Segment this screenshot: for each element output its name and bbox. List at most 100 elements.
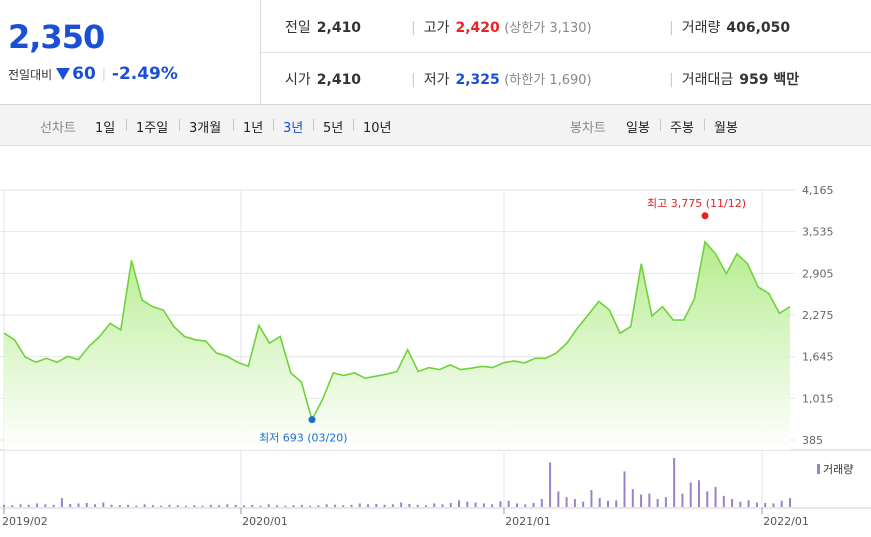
volume-bar [648,493,651,507]
volume-bar [780,500,783,507]
volume-bar [714,486,717,507]
volume-bar [441,504,444,507]
volume-bar [482,503,485,507]
volume-bar [342,505,345,507]
volume-bar [218,505,221,507]
open-label: 시가 [285,72,311,88]
low-value: 2,325 [455,72,500,88]
volume-bar [234,504,237,507]
volume-bar [424,505,427,507]
volume-bar [631,489,634,507]
line-chart-label: 선차트 [40,121,76,136]
volume-bar [408,503,411,507]
tab-3-years[interactable]: 3년 [283,121,304,136]
x-tick-label: 2021/01 [505,515,551,528]
volume-bar [185,505,188,507]
lower-limit: (하한가 1,690) [504,73,592,88]
tab-daily-candle[interactable]: 일봉 [626,121,650,136]
tab-1-week[interactable]: 1주일 [136,121,169,136]
volume-bar [689,482,692,507]
volume-bar [673,458,676,507]
volume-bar [135,505,138,507]
stats-row-2: 시가 2,410 | 저가 2,325 (하한가 1,690) | 거래대금 959 백만 [261,52,871,104]
volume-bar [474,502,477,507]
candle-chart-label: 봉차트 [570,121,606,136]
volume-bar [656,498,659,507]
volume-bar [27,504,30,507]
volume-legend-swatch [817,464,820,474]
tab-5-years[interactable]: 5년 [323,121,344,136]
tab-1-year[interactable]: 1년 [243,121,264,136]
volume-bar [549,462,552,507]
volume-bar [44,504,47,507]
y-tick-label: 4,165 [802,184,834,197]
change-label: 전일대비 [8,67,53,82]
volume-bar [755,502,758,507]
prev-close-value: 2,410 [316,20,362,36]
volume-bar [623,471,626,507]
volume-bar [375,503,378,507]
tab-monthly-candle[interactable]: 월봉 [714,121,738,136]
amount-label: 거래대금 [681,72,734,88]
volume-bar [606,500,609,507]
volume-bar [507,500,510,507]
volume-bar [118,505,121,507]
y-tick-label: 2,275 [802,309,834,322]
volume-bar [176,505,179,507]
tab-10-years[interactable]: 10년 [363,121,392,136]
x-tick-label: 2020/01 [242,515,288,528]
min-annotation: 최저 693 (03/20) [259,432,348,445]
volume-bar [764,502,767,507]
volume-bar [209,504,212,507]
stats-row-1: 전일 2,410 | 고가 2,420 (상한가 3,130) | 거래량 406,050 [261,0,871,53]
volume-bar [127,504,130,507]
divider [233,119,234,131]
volume-bar [433,503,436,507]
volume-bar [466,501,469,507]
divider: | [101,67,106,81]
volume: | 거래량 406,050 [669,17,790,37]
volume-bar [532,502,535,507]
volume-bar [706,491,709,507]
prev-close-label: 전일 [285,20,311,36]
volume-bar [143,504,146,507]
volume-bar [772,503,775,507]
change-percent: -2.49% [111,64,178,84]
volume-bar [284,505,287,507]
volume-bar [300,504,303,507]
divider [704,119,705,131]
volume-bar [69,503,72,507]
tab-1-day[interactable]: 1일 [95,121,116,136]
volume-bar [52,504,55,507]
high-label: 고가 [423,20,450,36]
volume-bar [317,505,320,507]
max-annotation: 최고 3,775 (11/12) [647,197,746,210]
volume-bar [151,505,154,507]
tab-3-months[interactable]: 3개월 [189,121,222,136]
volume-bar [565,497,568,507]
volume-bar [292,505,295,507]
min-point-marker [308,416,316,424]
volume-label: 거래량 [681,20,721,36]
open-value: 2,410 [316,72,362,88]
current-price: 2,350 [8,18,105,56]
divider: | [411,72,416,88]
down-arrow-icon [56,68,71,80]
high-price: | 고가 2,420 (상한가 3,130) [411,17,592,37]
tab-weekly-candle[interactable]: 주봉 [670,121,694,136]
trade-amount: | 거래대금 959 백만 [669,69,799,89]
volume-bar [722,495,725,507]
volume-bar [789,498,791,507]
volume-bar [615,500,618,507]
volume-bar [102,502,105,507]
divider [126,119,127,131]
price-line [3,240,791,422]
volume-bar [367,504,370,507]
amount-value: 959 백만 [739,72,800,88]
volume-bar [226,504,229,507]
max-point-marker [701,212,709,220]
volume-bar [449,502,452,507]
divider: | [669,20,674,36]
volume-bar [540,498,543,507]
